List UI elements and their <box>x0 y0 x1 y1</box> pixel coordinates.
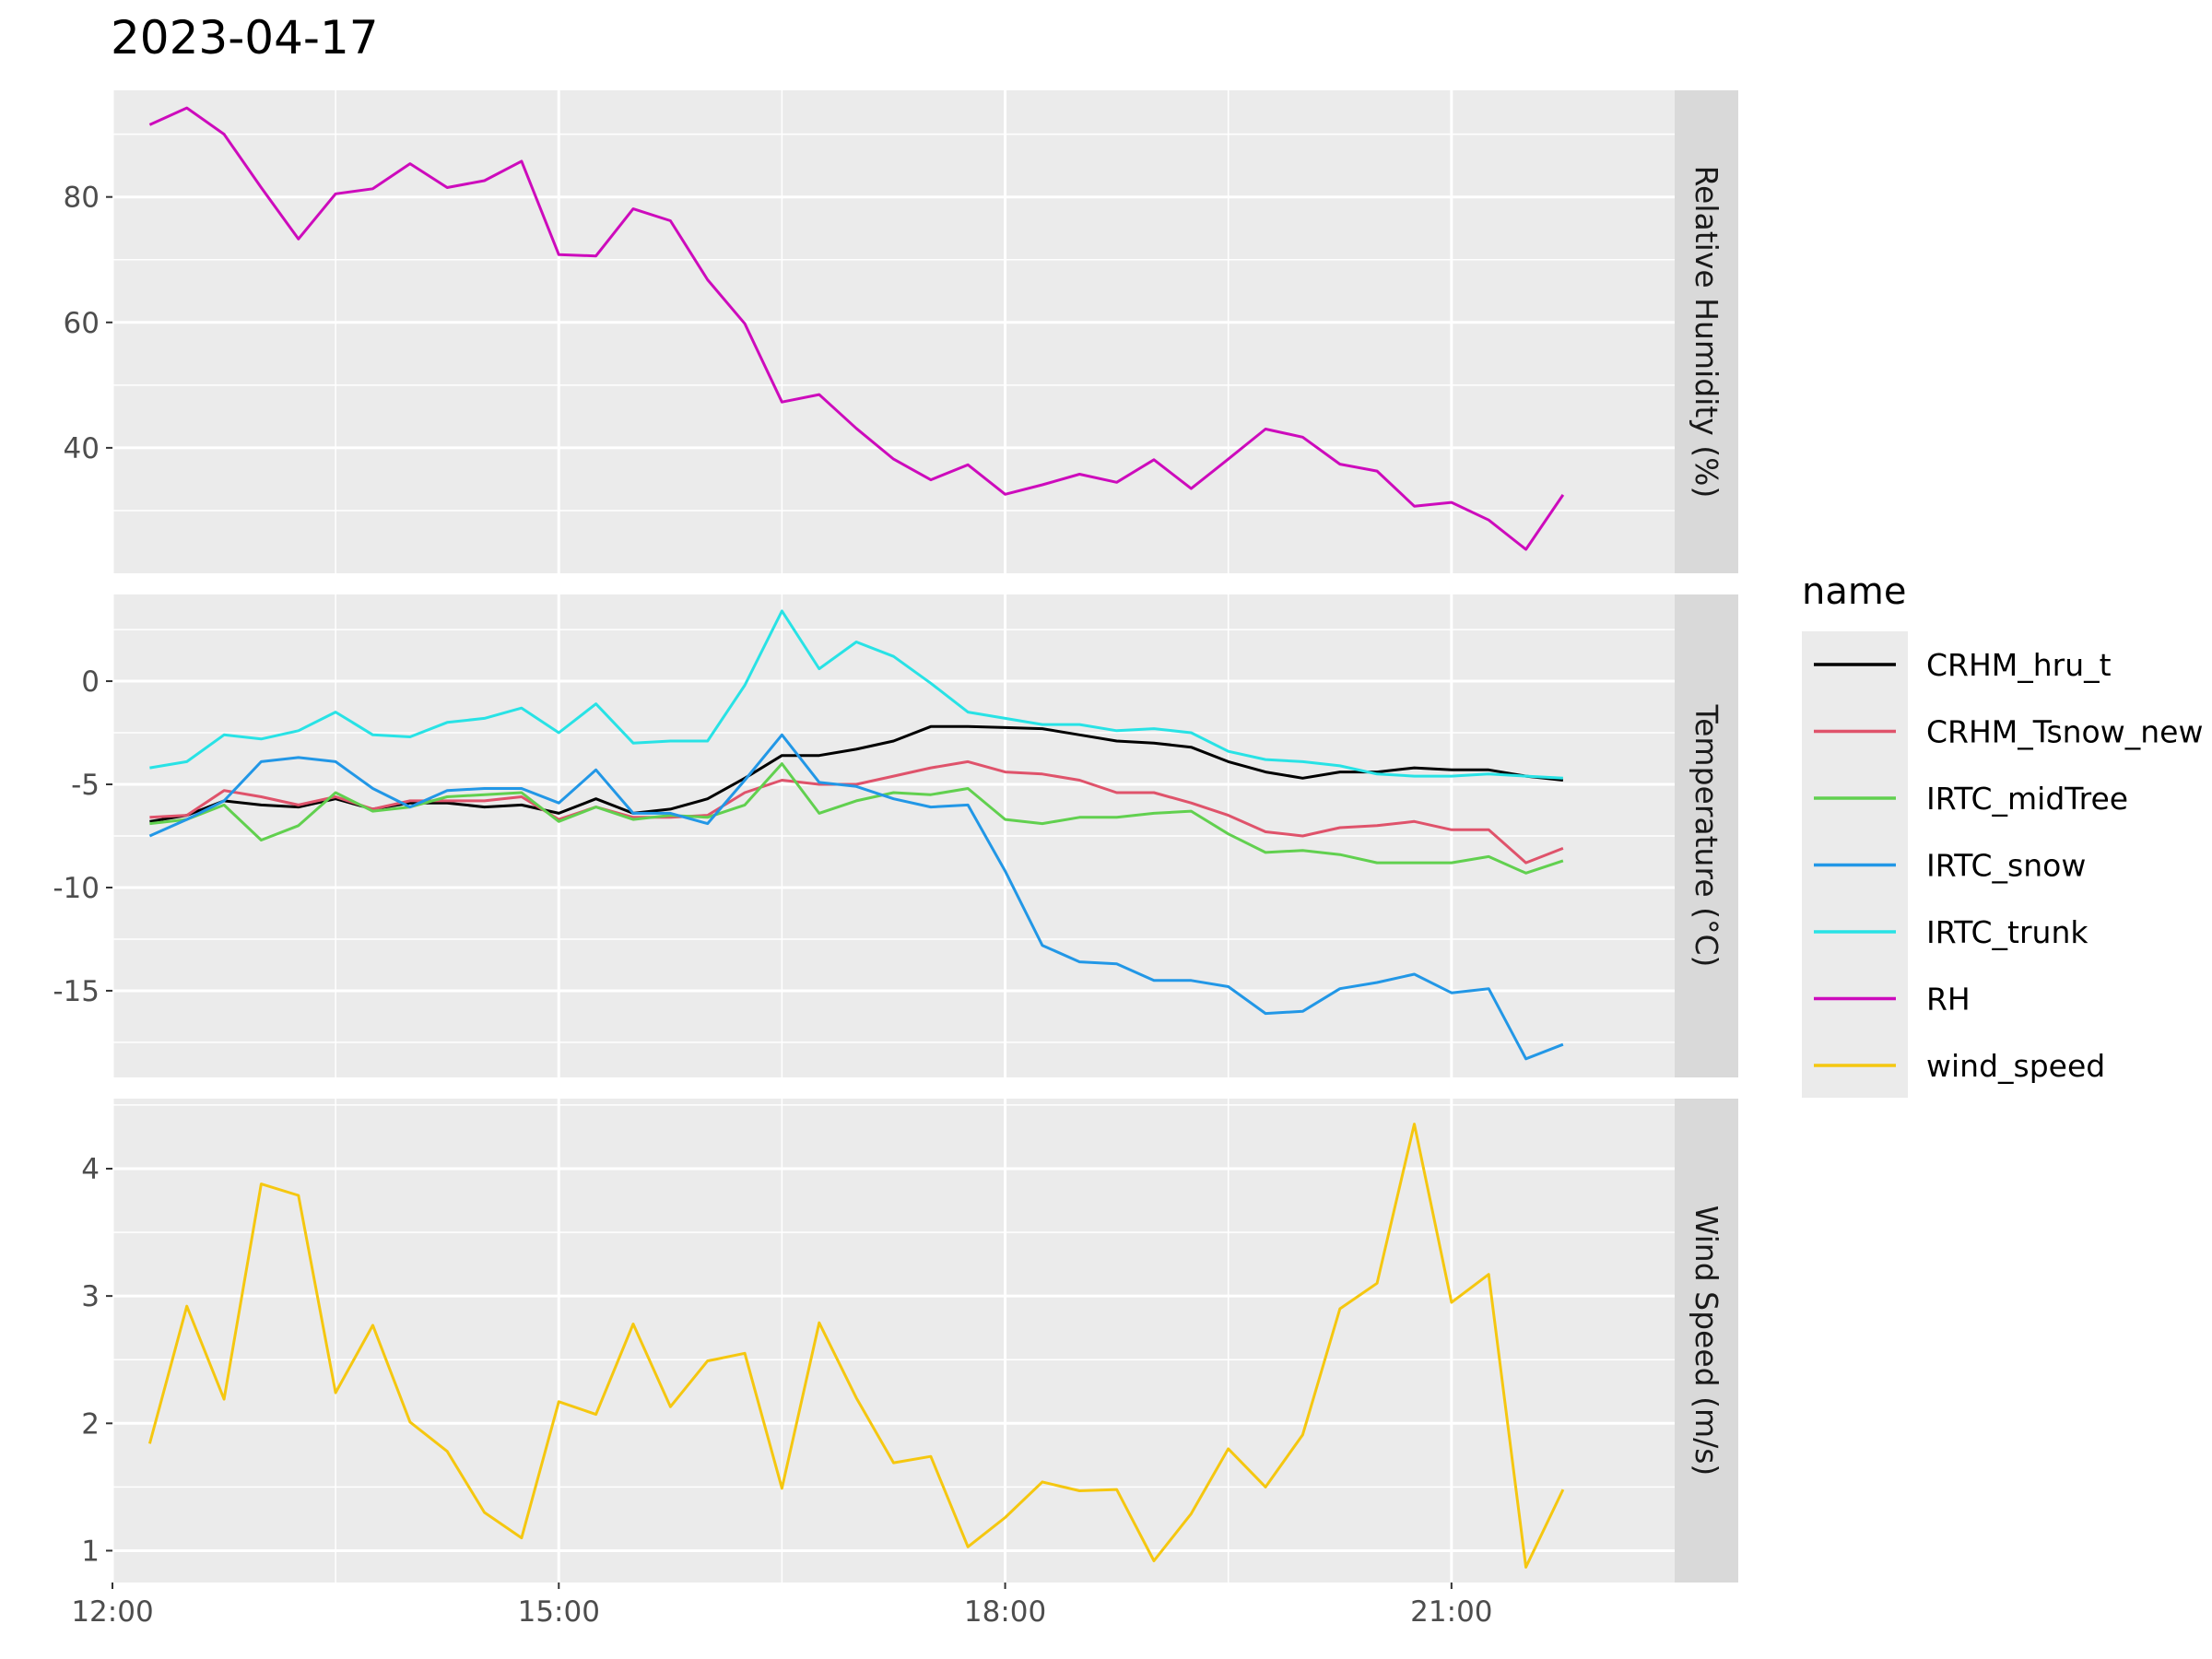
panel-background <box>112 90 1675 573</box>
legend-label-CRHM_hru_t: CRHM_hru_t <box>1926 647 2112 683</box>
y-tick-label: -15 <box>53 975 100 1008</box>
chart-title: 2023-04-17 <box>111 11 379 65</box>
panels-group: 40 60 80 Relative Humidity (%) -15 -10 -5 0 Temp… <box>53 90 1738 1583</box>
x-tick-label: 12:00 <box>71 1595 153 1629</box>
facet-strip-label: Temperature (°C) <box>1688 704 1724 968</box>
legend-label-CRHM_Tsnow_new: CRHM_Tsnow_new <box>1926 714 2203 750</box>
panel-2: -15 -10 -5 0 Temperature (°C) <box>53 594 1738 1077</box>
facet-strip-label: Relative Humidity (%) <box>1688 166 1724 499</box>
y-tick-label: 1 <box>81 1535 100 1568</box>
panel-3: 1 2 3 4 Wind Speed (m/s) <box>81 1099 1738 1583</box>
series-line-RH <box>148 106 1565 551</box>
facet-strip <box>1675 594 1738 1077</box>
series-line-CRHM_Tsnow_new <box>149 759 1564 865</box>
series-line-IRTC_trunk <box>149 609 1563 780</box>
legend: name CRHM_hru_t CRHM_Tsnow_new IRTC_midTre… <box>1802 571 2203 1098</box>
legend-label-wind_speed: wind_speed <box>1926 1048 2105 1084</box>
y-tick-label: -5 <box>71 769 100 802</box>
y-tick-label: 60 <box>64 307 100 340</box>
legend-title: name <box>1802 571 1906 613</box>
y-tick-label: 3 <box>81 1280 100 1313</box>
x-tick-label: 21:00 <box>1410 1595 1492 1629</box>
series-line-wind_speed <box>147 1123 1565 1569</box>
series-line-IRTC_snow <box>148 733 1564 1061</box>
legend-label-IRTC_trunk: IRTC_trunk <box>1926 914 2088 950</box>
y-tick-label: 0 <box>81 665 100 699</box>
panel-background <box>112 1099 1675 1583</box>
legend-label-IRTC_snow: IRTC_snow <box>1926 848 2086 884</box>
y-tick-label: 2 <box>81 1407 100 1441</box>
x-axis: 12:00 15:00 18:00 21:00 <box>71 1583 1493 1629</box>
series-line-IRTC_midTree <box>149 762 1564 875</box>
y-tick-label: 4 <box>81 1153 100 1186</box>
facet-strip <box>1675 1099 1738 1583</box>
y-tick-label: 80 <box>64 182 100 215</box>
facet-strip <box>1675 90 1738 573</box>
legend-label-IRTC_midTree: IRTC_midTree <box>1926 781 2128 817</box>
x-tick-label: 15:00 <box>518 1595 600 1629</box>
x-tick-label: 18:00 <box>964 1595 1046 1629</box>
facet-strip-label: Wind Speed (m/s) <box>1688 1206 1724 1477</box>
y-tick-label: 40 <box>64 432 100 465</box>
legend-label-RH: RH <box>1926 982 1971 1018</box>
y-tick-label: -10 <box>53 872 100 905</box>
panel-1: 40 60 80 Relative Humidity (%) <box>64 90 1738 573</box>
